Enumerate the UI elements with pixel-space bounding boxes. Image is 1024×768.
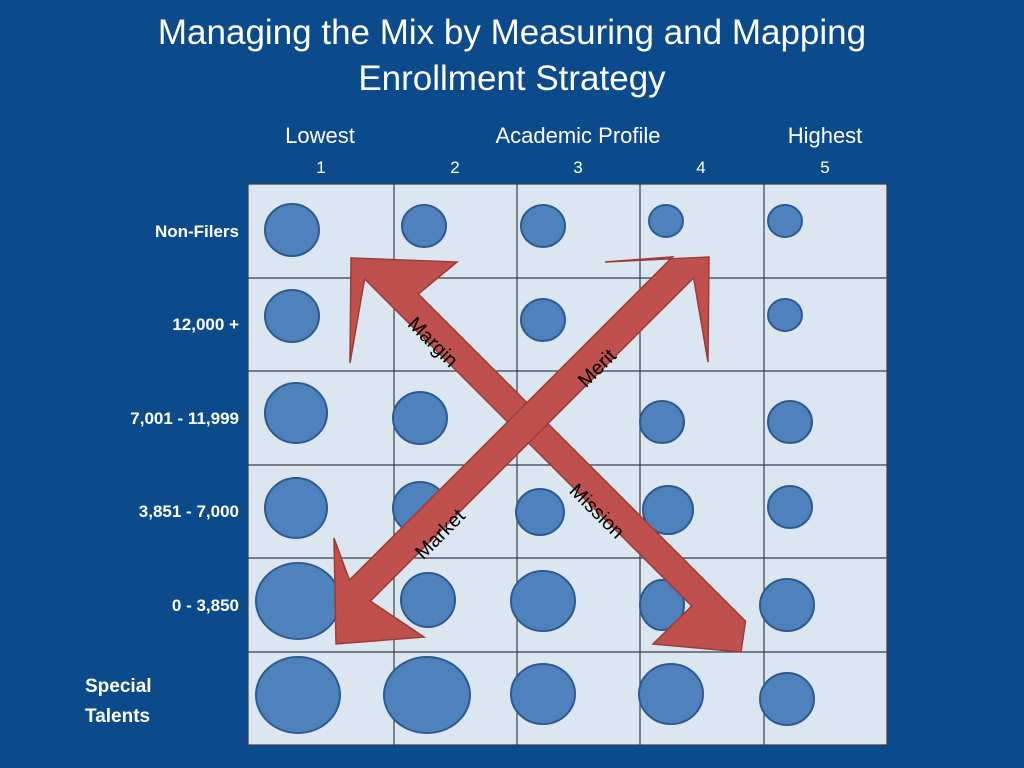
column-number-2: 2 <box>450 158 460 177</box>
bubble <box>520 298 566 342</box>
bubble <box>759 578 815 632</box>
axis-title: Academic Profile <box>495 123 661 148</box>
bubble <box>401 204 447 248</box>
row-label-0-3850: 0 - 3,850 <box>171 596 239 615</box>
bubble <box>767 400 813 444</box>
axis-low-label: Lowest <box>285 123 355 148</box>
bubble <box>510 570 576 632</box>
bubble <box>642 485 694 535</box>
bubble <box>639 579 685 631</box>
bubble <box>639 400 685 444</box>
bubble <box>767 298 803 332</box>
bubble <box>392 391 448 445</box>
row-label-3851-7000: 3,851 - 7,000 <box>138 502 239 521</box>
column-number-4: 4 <box>696 158 706 177</box>
bubble <box>520 204 566 248</box>
bubble <box>255 562 341 640</box>
column-number-5: 5 <box>820 158 830 177</box>
bubble <box>767 485 813 529</box>
bubble <box>767 204 803 238</box>
bubble <box>264 477 328 539</box>
column-number-1: 1 <box>316 158 326 177</box>
bubble <box>264 203 320 257</box>
title-line-2: Enrollment Strategy <box>358 59 666 98</box>
row-label-special-line-2: Talents <box>85 706 151 727</box>
bubble <box>638 663 704 725</box>
row-label-non-filers: Non-Filers <box>154 222 239 241</box>
title-line-1: Managing the Mix by Measuring and Mappin… <box>157 13 867 52</box>
merit-market-arrow <box>333 255 710 645</box>
bubble <box>264 289 320 343</box>
bubble <box>510 663 576 725</box>
row-label-special-line-1: Special <box>85 676 152 697</box>
row-label-special-talents: Special Talents <box>85 672 152 732</box>
axis-high-label: Highest <box>787 123 863 148</box>
bubble <box>264 382 328 444</box>
bubble <box>400 572 456 628</box>
bubble <box>759 672 815 726</box>
bubble <box>255 656 341 734</box>
row-label-7001-11999: 7,001 - 11,999 <box>130 409 239 428</box>
slide-title: Managing the Mix by Measuring and Mappin… <box>0 10 1024 102</box>
bubble <box>515 488 565 536</box>
bubble <box>648 204 684 238</box>
row-label-12000-plus: 12,000 + <box>172 315 239 334</box>
column-number-3: 3 <box>573 158 583 177</box>
margin-mission-arrow <box>349 257 747 653</box>
bubble <box>383 656 471 734</box>
